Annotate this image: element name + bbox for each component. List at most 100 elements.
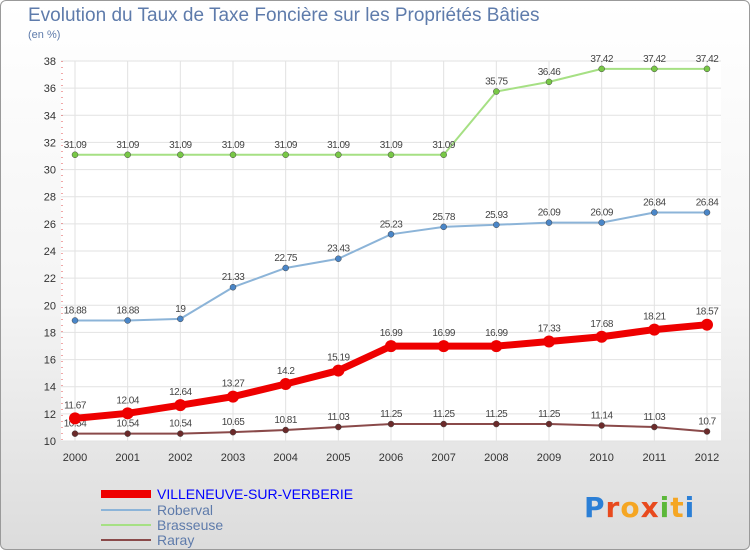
x-tick-label: 2008 (484, 452, 508, 464)
logo-letter: i (684, 491, 696, 524)
y-tick-label: 34 (44, 110, 56, 122)
data-point (71, 151, 79, 159)
data-label: 12.64 (169, 387, 192, 398)
data-label: 16.99 (485, 328, 508, 339)
data-point (545, 78, 553, 86)
chart-subtitle: (en %) (28, 29, 61, 41)
x-tick-label: 2005 (326, 452, 350, 464)
data-label: 26.84 (643, 197, 666, 208)
data-point (124, 151, 131, 159)
data-point (385, 340, 397, 353)
x-tick-label: 2000 (63, 452, 87, 464)
proxiti-logo: Proxiti (584, 491, 695, 524)
data-point (229, 283, 237, 291)
data-label: 15.19 (327, 353, 350, 364)
data-label: 10.54 (169, 419, 192, 430)
x-tick-label: 2012 (695, 452, 719, 464)
data-label: 17.33 (538, 324, 561, 335)
data-label: 18.88 (64, 305, 87, 316)
data-label: 11.14 (591, 411, 614, 422)
data-label: 12.04 (116, 395, 139, 406)
data-point (282, 151, 289, 159)
data-point (124, 317, 131, 324)
data-point (282, 426, 289, 434)
y-tick-label: 28 (44, 192, 56, 204)
data-point (701, 318, 713, 331)
data-point (69, 412, 81, 425)
x-tick-label: 2010 (589, 452, 613, 464)
y-tick-label: 38 (44, 56, 56, 68)
data-label: 16.99 (380, 328, 403, 339)
legend-label: VILLENEUVE-SUR-VERBERIE (157, 486, 353, 502)
data-label: 25.78 (432, 212, 455, 223)
x-tick-label: 2007 (431, 452, 455, 464)
data-label: 26.09 (590, 208, 613, 219)
logo-letter: i (659, 491, 671, 524)
data-point (335, 423, 342, 431)
logo-letter: x (640, 491, 660, 524)
data-label: 10.7 (698, 417, 716, 428)
data-point (177, 430, 184, 437)
data-point (177, 315, 184, 323)
data-point (335, 151, 342, 159)
y-tick-label: 24 (44, 246, 56, 258)
data-point (493, 88, 500, 95)
y-tick-label: 26 (44, 219, 56, 231)
y-tick-label: 10 (44, 436, 56, 448)
data-point (651, 209, 658, 216)
data-label: 11.25 (380, 409, 403, 420)
data-label: 21.33 (222, 272, 245, 283)
data-label: 19 (175, 304, 186, 315)
data-point (598, 422, 605, 429)
x-tick-label: 2009 (537, 452, 561, 464)
data-point (332, 364, 345, 377)
data-label: 26.84 (696, 197, 719, 208)
data-label: 18.57 (696, 307, 719, 318)
data-label: 18.21 (643, 312, 666, 323)
data-point (229, 151, 237, 159)
data-label: 25.23 (380, 219, 403, 230)
data-label: 11.03 (643, 412, 666, 423)
data-label: 18.88 (116, 305, 139, 316)
data-label: 31.09 (222, 140, 245, 151)
data-point (440, 420, 447, 428)
data-label: 17.68 (590, 319, 613, 330)
y-tick-label: 18 (44, 327, 56, 339)
data-label: 16.99 (432, 328, 455, 339)
data-point (703, 428, 711, 435)
data-label: 25.93 (485, 210, 508, 221)
data-label: 31.09 (327, 140, 350, 151)
logo-letter: r (605, 491, 621, 524)
data-label: 10.65 (222, 417, 245, 428)
data-label: 36.46 (538, 67, 561, 78)
data-label: 31.09 (432, 140, 455, 151)
data-label: 23.43 (327, 244, 350, 255)
data-point (493, 221, 500, 229)
legend-label: Brasseuse (157, 517, 223, 533)
data-point (598, 219, 605, 226)
y-tick-label: 32 (44, 137, 56, 149)
legend-label: Raray (157, 532, 194, 548)
data-point (335, 255, 342, 262)
logo-letter: P (584, 491, 606, 524)
data-label: 10.81 (274, 415, 297, 426)
data-point (651, 65, 658, 73)
data-point (387, 151, 395, 159)
data-point (545, 219, 553, 226)
x-tick-label: 2006 (379, 452, 403, 464)
data-label: 14.2 (277, 366, 295, 377)
y-tick-label: 30 (44, 165, 56, 177)
data-point (648, 323, 661, 336)
data-label: 37.42 (643, 54, 666, 65)
data-point (227, 390, 239, 403)
x-tick-label: 2004 (273, 452, 297, 464)
data-label: 11.03 (327, 412, 350, 423)
data-point (282, 264, 289, 272)
data-point (177, 151, 184, 159)
logo-letter: o (620, 491, 641, 524)
data-label: 26.09 (538, 208, 561, 219)
data-label: 22.75 (274, 253, 297, 264)
data-point (440, 223, 447, 231)
data-point (598, 65, 605, 73)
